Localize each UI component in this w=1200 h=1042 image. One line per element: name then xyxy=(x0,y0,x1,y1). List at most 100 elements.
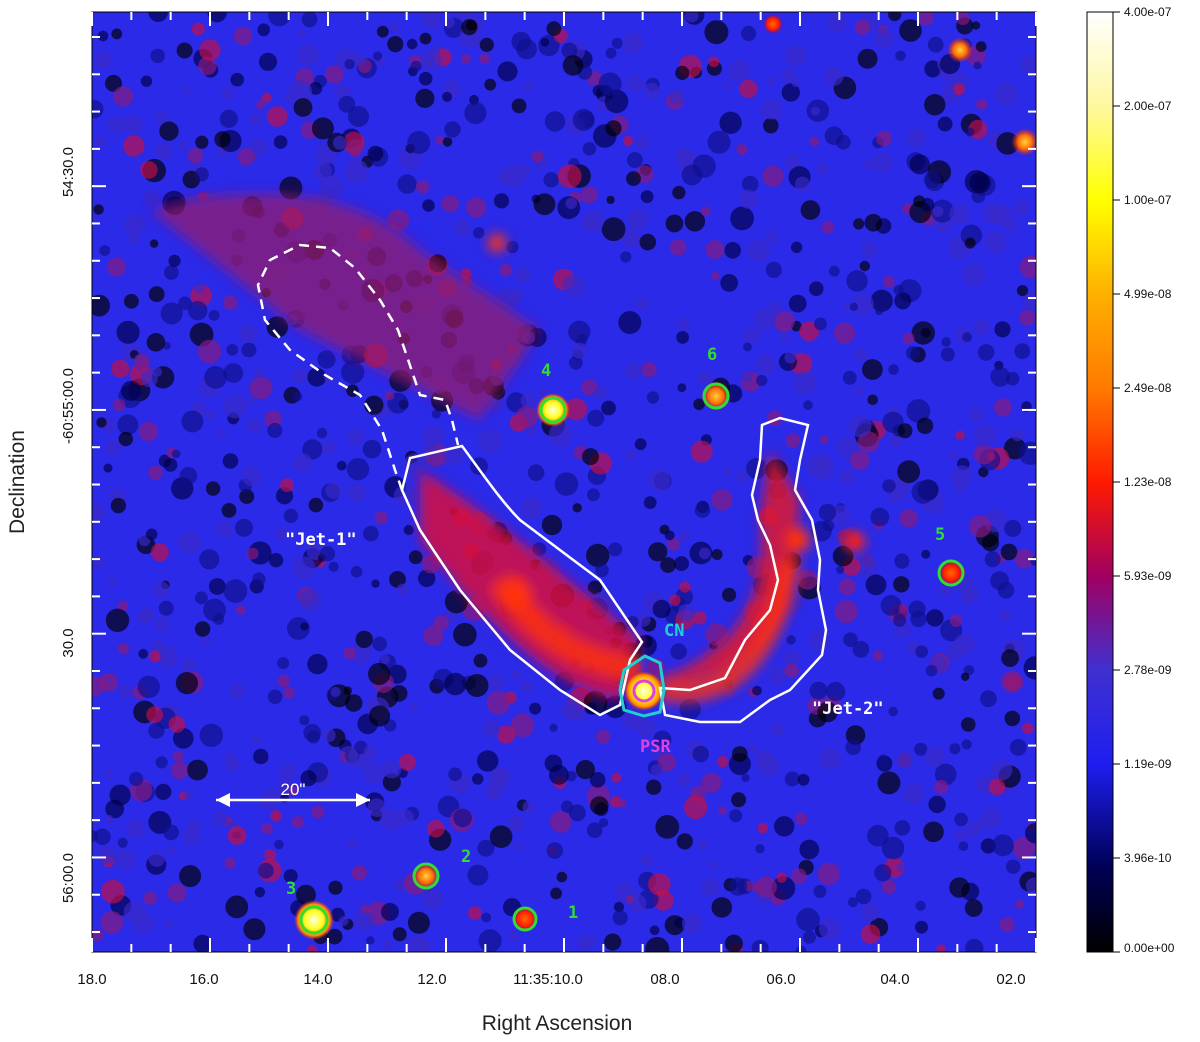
noise-blob xyxy=(701,772,722,793)
noise-blob xyxy=(95,136,106,147)
noise-blob xyxy=(821,221,835,234)
noise-blob xyxy=(660,557,676,573)
noise-blob xyxy=(92,501,106,525)
noise-blob xyxy=(766,75,777,86)
noise-blob xyxy=(142,189,159,207)
noise-blob xyxy=(110,497,127,514)
noise-blob xyxy=(876,130,892,147)
noise-blob xyxy=(347,428,365,446)
noise-blob xyxy=(723,81,732,91)
noise-blob xyxy=(105,439,122,456)
noise-blob xyxy=(111,28,123,40)
noise-blob xyxy=(601,217,626,242)
noise-blob xyxy=(511,31,531,52)
noise-blob xyxy=(755,750,773,768)
noise-blob xyxy=(163,824,180,841)
noise-blob xyxy=(761,99,782,120)
noise-blob xyxy=(814,317,827,331)
noise-blob xyxy=(541,514,563,536)
noise-blob xyxy=(292,556,316,580)
noise-blob xyxy=(336,460,347,471)
noise-blob xyxy=(562,698,583,720)
noise-blob xyxy=(325,65,344,84)
noise-blob xyxy=(371,579,380,588)
noise-blob xyxy=(382,759,402,779)
noise-blob xyxy=(172,750,184,762)
noise-blob xyxy=(643,496,657,509)
noise-blob xyxy=(882,479,896,493)
noise-blob xyxy=(431,45,441,54)
noise-blob xyxy=(568,320,591,343)
psr-label: PSR xyxy=(640,737,671,757)
noise-blob xyxy=(303,724,322,742)
noise-blob xyxy=(479,53,491,65)
noise-blob xyxy=(897,423,913,439)
noise-blob xyxy=(228,683,246,700)
colorbar-tick-label: 0.00e+00 xyxy=(1124,941,1175,955)
noise-blob xyxy=(117,837,128,848)
noise-blob xyxy=(94,51,112,69)
noise-blob xyxy=(757,822,769,834)
noise-blob xyxy=(182,658,197,673)
noise-blob xyxy=(199,723,223,747)
noise-blob xyxy=(128,233,139,244)
noise-blob xyxy=(870,289,893,312)
noise-blob xyxy=(155,110,168,124)
noise-blob xyxy=(595,563,609,578)
noise-blob xyxy=(101,879,125,904)
noise-blob xyxy=(367,145,384,162)
noise-blob xyxy=(788,294,807,313)
noise-blob xyxy=(353,910,375,931)
noise-blob xyxy=(847,897,858,908)
colorbar-tick-label: 5.93e-09 xyxy=(1124,569,1172,583)
noise-blob xyxy=(123,901,146,923)
frame-ticks xyxy=(91,12,1037,952)
x-tick-label: 11:35:10.0 xyxy=(513,971,583,988)
noise-blob xyxy=(408,550,423,565)
noise-blob xyxy=(493,193,510,209)
noise-blob xyxy=(100,911,124,934)
noise-blob xyxy=(191,22,205,36)
psr-marker xyxy=(632,679,656,703)
noise-blob xyxy=(349,146,361,158)
noise-blob xyxy=(171,449,181,459)
noise-blob xyxy=(129,771,144,787)
noise-blob xyxy=(213,811,228,827)
noise-blob xyxy=(635,297,649,311)
noise-blob xyxy=(415,180,430,194)
noise-blob xyxy=(297,30,306,38)
noise-blob xyxy=(351,865,367,881)
noise-blob xyxy=(746,457,768,479)
src-blob-right xyxy=(1011,128,1036,156)
x-tick-label: 16.0 xyxy=(189,971,218,988)
noise-blob xyxy=(964,899,983,917)
noise-blob xyxy=(669,594,681,606)
noise-blob xyxy=(514,266,531,283)
noise-blob xyxy=(155,142,173,160)
noise-blob xyxy=(484,78,497,91)
noise-blob xyxy=(675,65,690,80)
noise-blob xyxy=(711,549,723,560)
noise-blob xyxy=(888,12,902,22)
noise-blob xyxy=(921,549,931,559)
noise-blob xyxy=(489,825,513,848)
noise-blob xyxy=(729,809,743,823)
noise-blob xyxy=(994,321,1011,338)
noise-blob xyxy=(857,48,878,69)
colorbar-tick-label: 4.00e-07 xyxy=(1124,5,1172,19)
noise-blob xyxy=(306,945,318,952)
noise-blob xyxy=(622,32,644,54)
noise-blob xyxy=(299,715,310,726)
x-tick-label: 12.0 xyxy=(417,971,446,988)
noise-blob xyxy=(114,848,136,870)
noise-blob xyxy=(464,101,487,125)
noise-blob xyxy=(648,469,671,492)
noise-blob xyxy=(224,857,236,869)
noise-blob xyxy=(590,796,609,815)
noise-blob xyxy=(280,763,297,781)
noise-blob xyxy=(187,148,204,164)
noise-blob xyxy=(219,109,238,128)
noise-blob xyxy=(511,668,522,680)
src-blob-5 xyxy=(938,560,964,586)
noise-blob xyxy=(360,904,370,914)
